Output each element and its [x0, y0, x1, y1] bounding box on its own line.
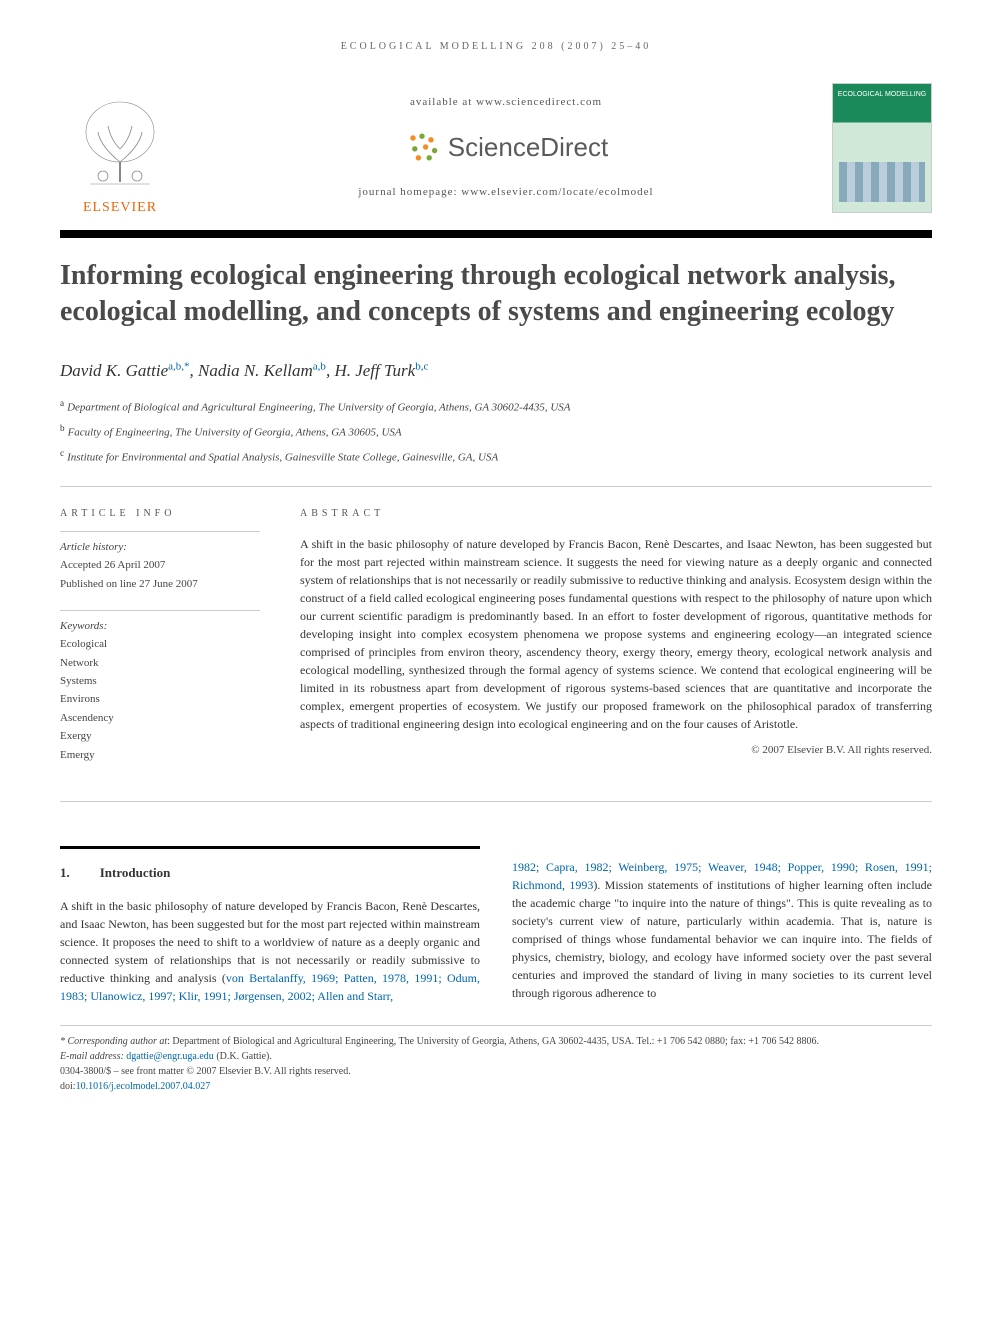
email-link[interactable]: dgattie@engr.uga.edu	[126, 1051, 214, 1062]
body-column-right: 1982; Capra, 1982; Weinberg, 1975; Weave…	[512, 822, 932, 1005]
affiliation-a: aDepartment of Biological and Agricultur…	[60, 397, 932, 416]
doi-line: doi:10.1016/j.ecolmodel.2007.04.027	[60, 1079, 932, 1094]
body-paragraph: 1982; Capra, 1982; Weinberg, 1975; Weave…	[512, 858, 932, 1002]
body-paragraph: A shift in the basic philosophy of natur…	[60, 897, 480, 1005]
keywords-label: Keywords:	[60, 619, 260, 634]
keywords-block: Keywords: Ecological Network Systems Env…	[60, 610, 260, 763]
footnotes: * Corresponding author at: Department of…	[60, 1034, 932, 1094]
history-label: Article history:	[60, 540, 260, 555]
journal-cover-thumbnail: ECOLOGICAL MODELLING	[832, 83, 932, 213]
affiliation-c: cInstitute for Environmental and Spatial…	[60, 447, 932, 466]
author-affil-sup: a,b	[313, 360, 326, 372]
body-column-left: 1. Introduction A shift in the basic phil…	[60, 822, 480, 1005]
keyword: Systems	[60, 674, 260, 689]
footnote-divider	[60, 1025, 932, 1026]
article-history-block: Article history: Accepted 26 April 2007 …	[60, 531, 260, 592]
article-meta-row: ARTICLE INFO Article history: Accepted 2…	[60, 507, 932, 781]
keyword: Network	[60, 656, 260, 671]
published-date: Published on line 27 June 2007	[60, 577, 260, 592]
section-bar	[60, 846, 480, 849]
running-head: ECOLOGICAL MODELLING 208 (2007) 25–40	[60, 40, 932, 54]
publisher-logo: ELSEVIER	[60, 78, 180, 218]
author-sep: ,	[190, 361, 199, 380]
body-columns: 1. Introduction A shift in the basic phil…	[60, 822, 932, 1005]
author-name: H. Jeff Turk	[334, 361, 415, 380]
doi-link[interactable]: 10.1016/j.ecolmodel.2007.04.027	[76, 1081, 211, 1092]
header-divider	[60, 486, 932, 487]
corresponding-author: * Corresponding author at: Department of…	[60, 1034, 932, 1049]
cover-title: ECOLOGICAL MODELLING	[833, 90, 931, 100]
author-affil-sup: b,c	[415, 360, 428, 372]
email-line: E-mail address: dgattie@engr.uga.edu (D.…	[60, 1049, 932, 1064]
journal-homepage: journal homepage: www.elsevier.com/locat…	[200, 185, 812, 200]
abstract-divider	[60, 801, 932, 802]
elsevier-tree-icon	[70, 94, 170, 194]
keyword: Exergy	[60, 729, 260, 744]
sciencedirect-icon	[404, 129, 440, 165]
author-name: Nadia N. Kellam	[198, 361, 313, 380]
section-number: 1.	[60, 865, 70, 880]
sciencedirect-logo: ScienceDirect	[404, 129, 608, 165]
issn-line: 0304-3800/$ – see front matter © 2007 El…	[60, 1064, 932, 1079]
publisher-name: ELSEVIER	[83, 198, 157, 218]
section-title: Introduction	[100, 865, 171, 880]
authors-line: David K. Gattiea,b,*, Nadia N. Kellama,b…	[60, 359, 932, 383]
header-center: available at www.sciencedirect.com Scien…	[180, 95, 832, 200]
accepted-date: Accepted 26 April 2007	[60, 558, 260, 573]
author-name: David K. Gattie	[60, 361, 168, 380]
abstract-column: ABSTRACT A shift in the basic philosophy…	[300, 507, 932, 781]
keyword: Environs	[60, 692, 260, 707]
abstract-copyright: © 2007 Elsevier B.V. All rights reserved…	[300, 743, 932, 758]
available-at-text: available at www.sciencedirect.com	[200, 95, 812, 110]
article-title: Informing ecological engineering through…	[60, 258, 932, 331]
article-info-heading: ARTICLE INFO	[60, 507, 260, 521]
author-affil-sup: a,b,*	[168, 360, 189, 372]
keyword: Emergy	[60, 748, 260, 763]
sciencedirect-name: ScienceDirect	[448, 129, 608, 165]
abstract-text: A shift in the basic philosophy of natur…	[300, 535, 932, 733]
abstract-heading: ABSTRACT	[300, 507, 932, 521]
keyword: Ascendency	[60, 711, 260, 726]
keyword: Ecological	[60, 637, 260, 652]
journal-header: ELSEVIER available at www.sciencedirect.…	[60, 78, 932, 218]
section-heading: 1. Introduction	[60, 863, 480, 883]
article-info-column: ARTICLE INFO Article history: Accepted 2…	[60, 507, 260, 781]
affiliation-b: bFaculty of Engineering, The University …	[60, 422, 932, 441]
title-divider-bar	[60, 230, 932, 238]
